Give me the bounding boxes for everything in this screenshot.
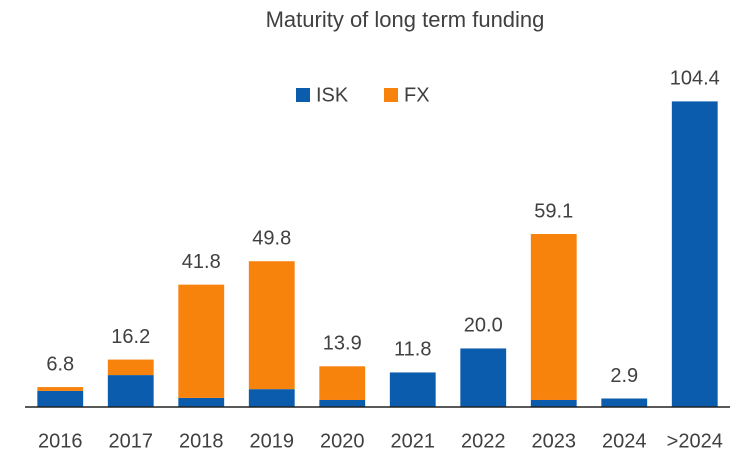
total-label: 59.1 <box>534 200 573 222</box>
x-tick-label: 2024 <box>602 430 647 452</box>
total-label: 104.4 <box>670 68 720 90</box>
legend-swatch <box>296 88 310 102</box>
total-label: 20.0 <box>464 315 503 337</box>
bar-segment <box>319 399 366 407</box>
bar-segment <box>178 397 225 407</box>
x-tick-label: 2021 <box>391 430 436 452</box>
x-tick-label: >2024 <box>667 430 723 452</box>
x-tick-label: 2017 <box>109 430 154 452</box>
bar-segment <box>37 390 84 407</box>
total-label: 13.9 <box>323 333 362 355</box>
bar-segment <box>389 372 436 407</box>
total-label: 49.8 <box>252 228 291 250</box>
bar-segment <box>530 233 577 400</box>
bar-segment <box>107 359 154 376</box>
bar-segment <box>248 261 295 390</box>
total-label: 11.8 <box>394 339 431 361</box>
bar-segment <box>37 387 84 391</box>
legend-swatch <box>384 88 398 102</box>
x-tick-label: 2022 <box>461 430 506 452</box>
bar-segment <box>107 375 154 407</box>
total-label: 41.8 <box>182 251 221 273</box>
total-label: 6.8 <box>46 353 74 375</box>
legend-label: ISK <box>316 84 349 106</box>
total-label: 2.9 <box>610 365 638 387</box>
bar-segment <box>319 366 366 400</box>
legend-label: FX <box>404 84 430 106</box>
x-tick-label: 2016 <box>38 430 83 452</box>
x-tick-label: 2023 <box>532 430 577 452</box>
bar-segment <box>671 101 718 407</box>
chart-title: Maturity of long term funding <box>266 7 545 32</box>
bar-segment <box>178 284 225 398</box>
x-tick-label: 2018 <box>179 430 224 452</box>
bar-segment <box>601 398 648 407</box>
bar-segment <box>460 348 507 407</box>
bar-segment <box>530 399 577 407</box>
x-tick-label: 2019 <box>250 430 295 452</box>
bar-segment <box>248 389 295 407</box>
total-label: 16.2 <box>111 326 150 348</box>
x-tick-label: 2020 <box>320 430 365 452</box>
